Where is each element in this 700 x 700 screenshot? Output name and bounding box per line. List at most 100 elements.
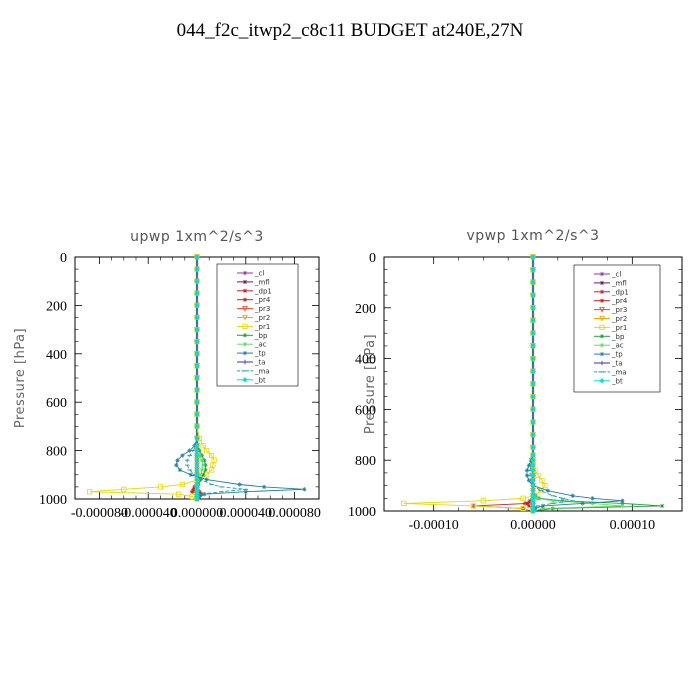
data-point xyxy=(401,500,407,506)
legend-marker xyxy=(242,377,248,383)
legend-marker xyxy=(242,270,248,276)
data-point xyxy=(590,501,595,506)
data-point xyxy=(209,452,215,459)
legend-marker xyxy=(242,333,248,338)
data-point xyxy=(200,443,206,449)
data-point xyxy=(199,467,205,473)
data-point xyxy=(176,491,182,497)
data-point xyxy=(194,326,200,333)
data-point xyxy=(243,489,248,494)
data-point xyxy=(530,444,536,451)
legend-marker xyxy=(599,351,605,357)
legend: _cl_mfl_dp1_pr4_pr3_pr2_pr1_bp_ac_tp_ta_… xyxy=(573,264,661,393)
data-point xyxy=(204,447,210,454)
data-point xyxy=(530,462,536,468)
data-point xyxy=(530,472,536,479)
data-point xyxy=(180,453,185,458)
legend-label: _ma xyxy=(611,368,627,376)
x-tick-label: 0.00000 xyxy=(510,518,556,533)
x-tick-label: -0.00010 xyxy=(409,518,459,533)
data-point xyxy=(530,368,536,374)
legend-label: _mfl xyxy=(254,278,270,286)
data-point xyxy=(194,302,200,309)
data-point xyxy=(203,467,208,473)
y-tick-label: 800 xyxy=(46,445,67,460)
y-tick-label: 0 xyxy=(60,251,67,266)
panel-title: vpwp 1xm^2/s^3 xyxy=(466,228,599,244)
data-point xyxy=(191,487,196,492)
legend-marker xyxy=(242,342,248,347)
data-point xyxy=(199,458,205,463)
data-point xyxy=(194,266,200,272)
legend-label: _bp xyxy=(254,332,268,340)
legend-label: _dp1 xyxy=(611,288,629,296)
data-point xyxy=(189,493,195,500)
data-point xyxy=(520,505,526,512)
y-axis-label: Pressure [hPa] xyxy=(13,328,28,428)
data-point xyxy=(480,498,486,504)
legend-label: _ma xyxy=(254,367,270,375)
legend-marker xyxy=(599,324,605,331)
y-tick-label: 200 xyxy=(46,299,67,314)
legend-label: _ac xyxy=(611,342,624,350)
data-point xyxy=(530,381,536,387)
legend-marker xyxy=(242,359,248,365)
data-point xyxy=(530,452,536,458)
x-tick-label: 0.000080 xyxy=(268,506,321,521)
y-tick-label: 400 xyxy=(46,348,67,363)
legend: _cl_mfl_dp1_pr4_pr3_pr2_pr1_bp_ac_tp_ta_… xyxy=(216,263,299,387)
series-bt xyxy=(530,254,536,514)
figure-title: 044_f2c_itwp2_c8c11 BUDGET at240E,27N xyxy=(176,20,524,41)
data-point xyxy=(194,314,200,321)
series-pr1 xyxy=(401,254,548,514)
legend-marker xyxy=(599,280,605,286)
data-point xyxy=(194,351,200,357)
data-point xyxy=(524,468,530,473)
data-point xyxy=(194,462,200,468)
data-point xyxy=(194,467,200,473)
data-point xyxy=(194,472,200,478)
y-axis-label: Pressure [hPa] xyxy=(363,334,378,434)
data-point xyxy=(179,481,185,488)
legend-marker xyxy=(599,315,605,322)
data-point xyxy=(194,363,200,369)
x-tick-label: -0.000080 xyxy=(71,506,128,521)
data-point xyxy=(526,503,532,509)
data-point xyxy=(534,496,540,501)
legend-label: _tp xyxy=(254,350,266,358)
data-point xyxy=(194,375,200,381)
y-tick-label: 0 xyxy=(369,251,376,266)
legend-marker xyxy=(242,279,248,285)
data-point xyxy=(194,496,200,502)
legend-marker xyxy=(599,289,605,294)
data-point xyxy=(189,489,195,494)
series-line xyxy=(473,257,534,512)
data-point xyxy=(194,290,200,296)
data-point xyxy=(522,501,528,506)
legend-label: _ta xyxy=(611,360,623,368)
data-point xyxy=(530,330,536,336)
data-point xyxy=(530,406,536,413)
panel-title: upwp 1xm^2/s^3 xyxy=(130,229,264,245)
data-point xyxy=(560,498,565,504)
x-tick-label: -0.000040 xyxy=(120,506,177,521)
legend-label: _pr1 xyxy=(611,324,627,332)
data-point xyxy=(261,484,267,490)
data-point xyxy=(540,503,546,509)
legend-marker xyxy=(599,378,605,384)
data-point xyxy=(194,447,200,454)
data-point xyxy=(204,477,209,482)
data-point xyxy=(302,487,307,492)
chart-panel-1: upwp 1xm^2/s^3 Pressure [hPa] -0.000080-0.… xyxy=(13,229,321,521)
data-point xyxy=(177,467,183,473)
data-point xyxy=(194,452,200,459)
legend-marker xyxy=(599,307,605,313)
data-point xyxy=(194,254,200,260)
legend-label: _pr4 xyxy=(611,297,628,305)
data-point xyxy=(530,355,536,362)
data-point xyxy=(659,503,665,509)
data-point xyxy=(539,477,545,484)
x-tick-label: 0.000000 xyxy=(171,506,224,521)
data-point xyxy=(525,501,531,506)
